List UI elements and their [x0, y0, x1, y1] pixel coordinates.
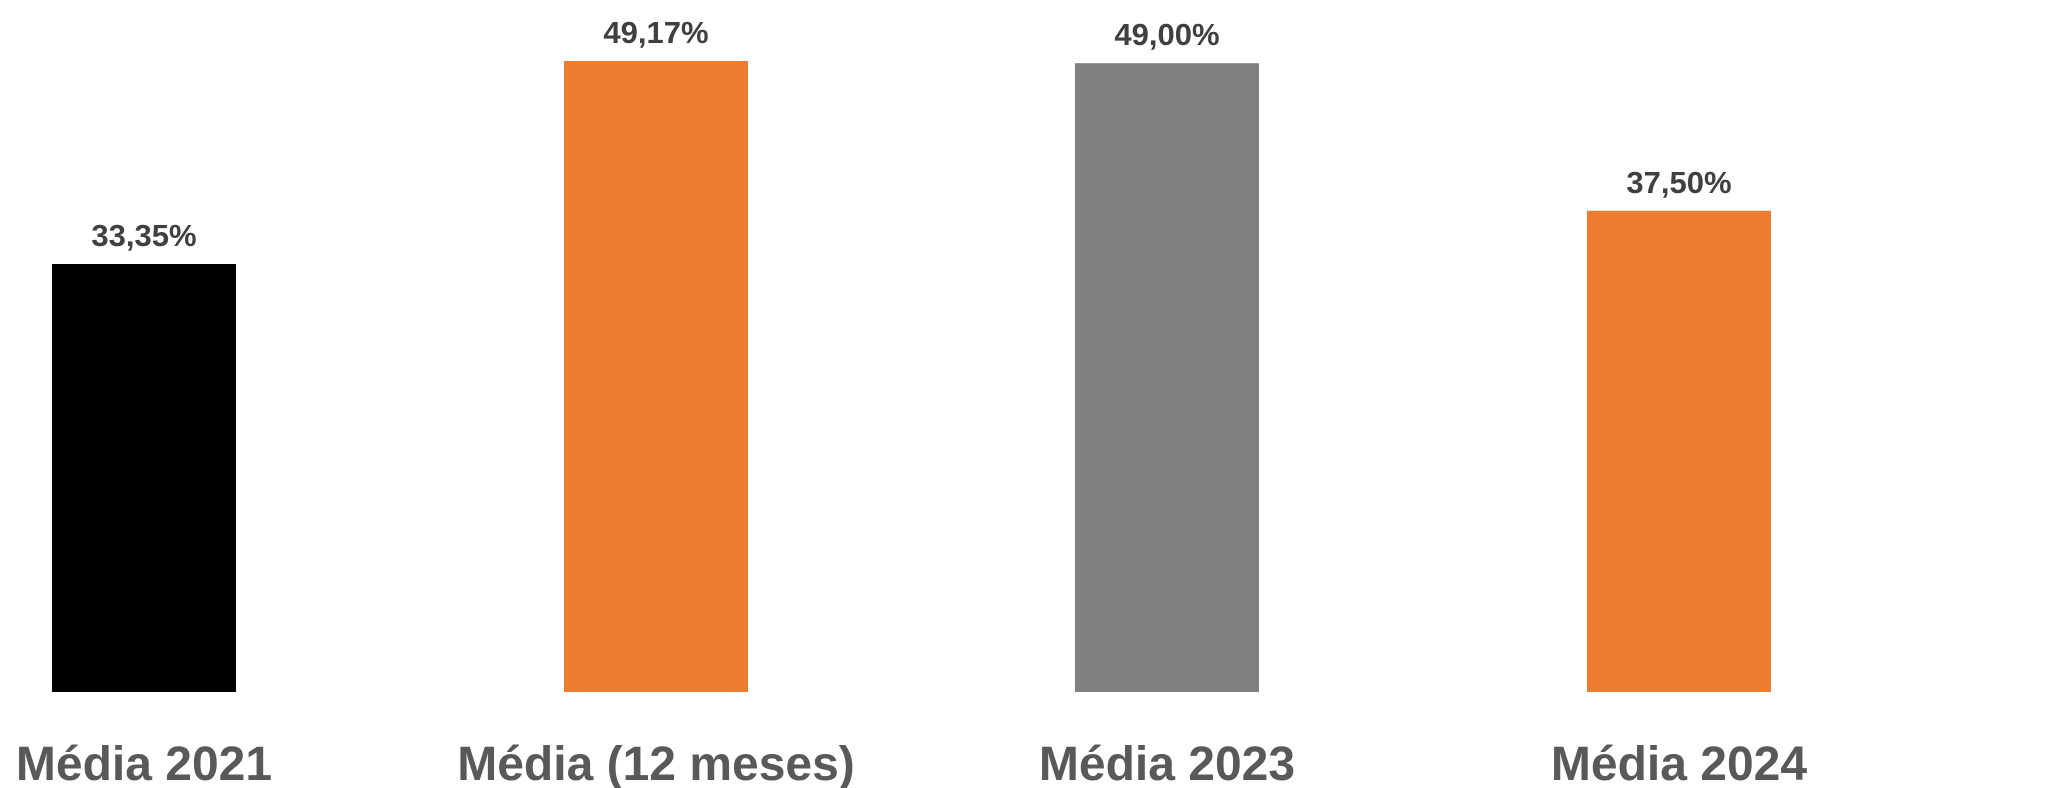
- bar-2: [564, 61, 748, 692]
- category-labels-group: Média 2021 Média (12 meses) Média 2023 Médi…: [16, 738, 1807, 788]
- bar-value-label: 49,00%: [1114, 17, 1219, 52]
- category-label: Média (12 meses): [457, 738, 855, 788]
- category-label: Média 2024: [1551, 738, 1807, 788]
- bar-value-label: 33,35%: [91, 218, 196, 253]
- bar-value-label: 49,17%: [603, 15, 708, 50]
- bars-group: [52, 61, 1771, 692]
- bar-4: [1587, 210, 1771, 692]
- bar-value-label: 37,50%: [1626, 165, 1731, 200]
- bar-1: [52, 264, 236, 692]
- bar-3: [1075, 63, 1259, 692]
- value-labels-group: 33,35% 49,17% 49,00% 37,50%: [91, 15, 1731, 253]
- category-label: Média 2023: [1039, 738, 1295, 788]
- category-label: Média 2021: [16, 738, 272, 788]
